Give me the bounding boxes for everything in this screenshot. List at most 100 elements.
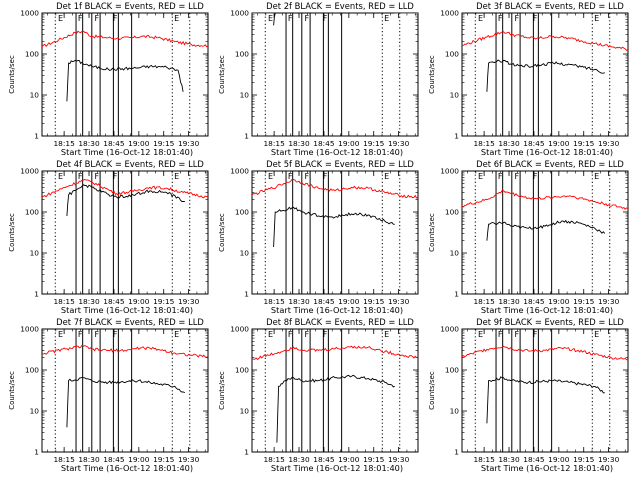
y-axis-label: Counts/sec — [8, 213, 16, 252]
events-series-line — [486, 59, 605, 92]
panel-det-8f: Det 8f BLACK = Events, RED = LLD 1 10 100 10… — [218, 317, 419, 473]
panel-title: Det 6f BLACK = Events, RED = LLD — [476, 159, 624, 169]
x-tick-label: 19:15 — [573, 139, 595, 148]
y-tick-label: 1000 — [440, 167, 459, 176]
plot-frame — [251, 328, 419, 453]
y-tick-label: 1 — [454, 132, 459, 141]
flag-label: F — [514, 330, 519, 339]
x-tick-label: 19:30 — [178, 297, 200, 306]
x-axis-label: Start Time (16-Oct-12 18:01:40) — [271, 305, 403, 315]
events-series-line — [66, 184, 185, 217]
y-tick-label: 1 — [454, 290, 459, 299]
y-tick-label: 1 — [244, 290, 249, 299]
flag-label: F — [323, 14, 328, 23]
flag-label: F — [288, 330, 293, 339]
flag-label: F — [304, 172, 309, 181]
x-tick-label: 19:30 — [598, 297, 620, 306]
y-tick-label: 100 — [235, 366, 249, 375]
lld-series-line — [462, 189, 628, 210]
x-tick-label: 19:15 — [363, 139, 385, 148]
x-tick-label: 18:30 — [288, 455, 310, 464]
y-tick-label: 100 — [25, 366, 39, 375]
flag-label: E — [478, 172, 483, 181]
flag-label: E — [384, 14, 389, 23]
panel-title: Det 1f BLACK = Events, RED = LLD — [56, 1, 204, 11]
y-tick-label: 100 — [445, 366, 459, 375]
x-tick-label: 18:15 — [53, 139, 75, 148]
panel-title: Det 2f BLACK = Events, RED = LLD — [266, 1, 414, 11]
flag-label: E — [268, 172, 273, 181]
y-tick-label: 100 — [25, 208, 39, 217]
x-tick-label: 19:00 — [128, 139, 150, 148]
lld-series-line — [252, 345, 418, 360]
y-tick-label: 1000 — [20, 325, 39, 334]
flag-label: E — [268, 330, 273, 339]
flag-label: F — [514, 14, 519, 23]
flag-label: F — [113, 172, 118, 181]
y-axis-label: Counts/sec — [8, 55, 16, 94]
y-tick-label: 1000 — [230, 9, 249, 18]
flag-label: F — [78, 172, 83, 181]
events-series-line — [66, 376, 186, 428]
flag-label: F — [533, 330, 538, 339]
plot-frame — [251, 170, 419, 295]
flag-label: E — [58, 330, 63, 339]
x-tick-label: 18:15 — [53, 455, 75, 464]
panel-det-7f: Det 7f BLACK = Events, RED = LLD 1 10 100 10… — [8, 317, 209, 473]
flag-label: F — [514, 172, 519, 181]
lld-series-line — [462, 345, 628, 361]
flag-label: F — [498, 172, 503, 181]
y-tick-label: 10 — [240, 407, 250, 416]
flag-label: E — [594, 172, 599, 181]
y-tick-label: 100 — [235, 208, 249, 217]
y-tick-label: 10 — [450, 407, 460, 416]
x-tick-label: 19:15 — [153, 455, 175, 464]
x-axis-label: Start Time (16-Oct-12 18:01:40) — [271, 147, 403, 157]
x-tick-label: 19:00 — [548, 297, 570, 306]
x-tick-label: 18:30 — [78, 297, 100, 306]
y-tick-label: 100 — [235, 50, 249, 59]
x-tick-label: 18:45 — [523, 297, 545, 306]
x-tick-label: 19:30 — [598, 455, 620, 464]
panel-det-1f: Det 1f BLACK = Events, RED = LLD 1 10 100 10… — [8, 1, 209, 157]
panel-title: Det 8f BLACK = Events, RED = LLD — [266, 317, 414, 327]
y-tick-label: 100 — [25, 50, 39, 59]
flag-label: F — [533, 14, 538, 23]
plot-frame — [461, 170, 629, 295]
x-tick-label: 19:30 — [388, 455, 410, 464]
events-series-line — [486, 219, 606, 241]
x-tick-label: 19:30 — [178, 455, 200, 464]
x-tick-label: 19:00 — [338, 139, 360, 148]
x-tick-label: 18:30 — [498, 455, 520, 464]
x-tick-label: 18:15 — [53, 297, 75, 306]
flag-label: E — [58, 172, 63, 181]
flag-label: F — [113, 14, 118, 23]
lld-series-line — [42, 179, 208, 199]
x-tick-label: 18:30 — [498, 139, 520, 148]
x-axis-label: Start Time (16-Oct-12 18:01:40) — [61, 147, 193, 157]
y-tick-label: 1000 — [440, 325, 459, 334]
flag-label: F — [288, 172, 293, 181]
y-axis-label: Counts/sec — [218, 213, 226, 252]
x-axis-label: Start Time (16-Oct-12 18:01:40) — [481, 147, 613, 157]
x-tick-label: 18:45 — [313, 297, 335, 306]
x-tick-label: 19:15 — [573, 297, 595, 306]
y-tick-label: 10 — [450, 249, 460, 258]
panel-title: Det 3f BLACK = Events, RED = LLD — [476, 1, 624, 11]
flag-label: F — [304, 14, 309, 23]
flag-label: F — [498, 14, 503, 23]
flag-label: E — [478, 14, 483, 23]
x-axis-label: Start Time (16-Oct-12 18:01:40) — [271, 463, 403, 473]
panel-det-4f: Det 4f BLACK = Events, RED = LLD 1 10 100 10… — [8, 159, 209, 315]
x-tick-label: 18:15 — [263, 139, 285, 148]
lld-series-line — [252, 178, 418, 199]
flag-label: E — [384, 172, 389, 181]
x-tick-label: 19:00 — [128, 297, 150, 306]
flag-label: E — [268, 14, 273, 23]
panel-title: Det 5f BLACK = Events, RED = LLD — [266, 159, 414, 169]
y-tick-label: 1 — [34, 290, 39, 299]
x-tick-label: 19:15 — [363, 455, 385, 464]
flag-label: F — [323, 330, 328, 339]
events-series-line — [273, 206, 395, 248]
